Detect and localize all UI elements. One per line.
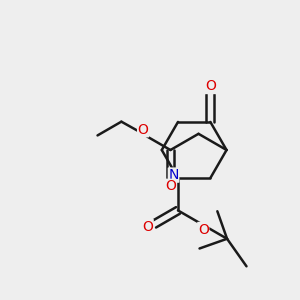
Text: O: O	[205, 80, 216, 94]
Text: O: O	[138, 123, 148, 137]
Text: O: O	[165, 179, 176, 194]
Text: O: O	[198, 223, 209, 236]
Text: N: N	[168, 168, 179, 182]
Text: O: O	[142, 220, 153, 234]
